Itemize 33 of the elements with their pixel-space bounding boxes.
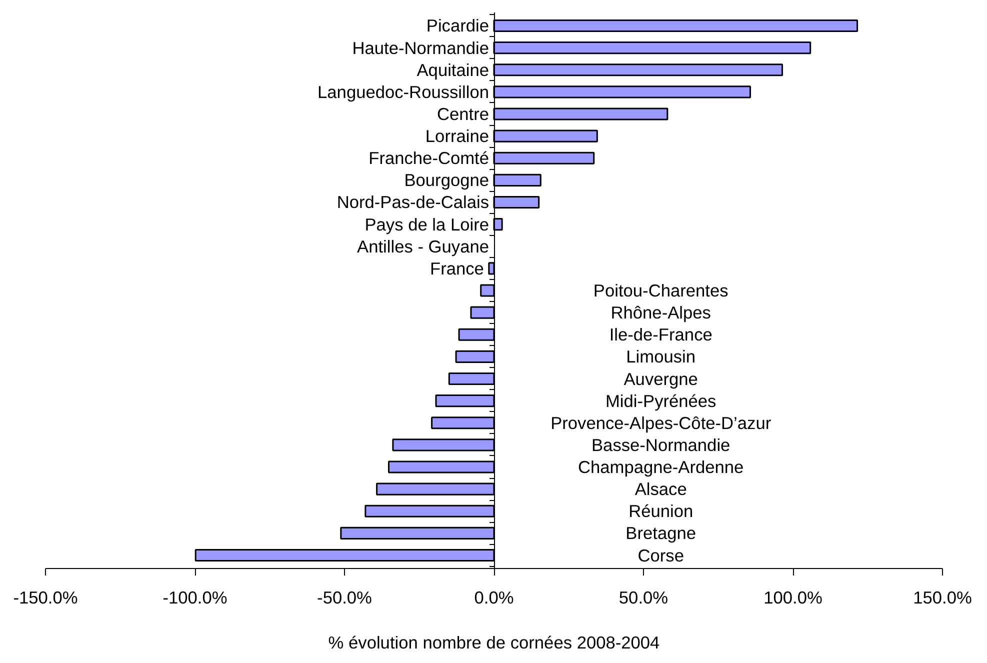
x-axis-title: % évolution nombre de cornées 2008-2004 [328,632,660,652]
y-tick-label: Ile-de-France [609,324,712,345]
y-tick-label: Provence-Alpes-Côte-D’azur [550,412,772,433]
y-tick-label: Midi-Pyrénées [605,390,717,411]
y-tick-label: Pays de la Loire [364,214,490,234]
y-tick-label: Franche-Comté [368,148,489,168]
x-tick-label: 150.0% [913,588,972,608]
x-tick-label: -150.0% [13,588,78,608]
y-tick-label: Picardie [426,16,490,36]
y-tick-label: Aquitaine [416,60,490,80]
y-tick-label: Haute-Normandie [352,38,489,58]
y-tick-label: Antilles - Guyane [357,236,490,256]
y-tick-label: Limousin [626,346,696,367]
y-tick-label: Poitou-Charentes [593,280,729,300]
y-tick-label: Réunion [628,501,694,522]
y-tick-label: Bourgogne [404,170,490,190]
y-tick-label: Lorraine [425,126,489,146]
y-tick-label: Corse [638,545,684,566]
y-tick-label: Bretagne [626,523,696,544]
y-tick-label: Auvergne [624,368,698,389]
y-tick-label: Alsace [634,479,687,500]
x-tick-label: -50.0% [317,588,372,608]
x-tick-label: 50.0% [618,588,668,608]
y-tick-label: Champagne-Ardenne [578,457,744,478]
y-tick-label: Languedoc-Roussillon [318,82,490,102]
x-tick-label: 100.0% [764,588,822,608]
y-tick-label: Basse-Normandie [592,434,730,455]
x-tick-label: -100.0% [162,588,228,608]
y-tick-label: Nord-Pas-de-Calais [336,192,490,212]
y-tick-label: Rhône-Alpes [610,302,712,323]
y-tick-label: Centre [436,104,490,124]
y-tick-label: France [430,258,484,278]
x-tick-label: 0.0% [474,588,514,608]
